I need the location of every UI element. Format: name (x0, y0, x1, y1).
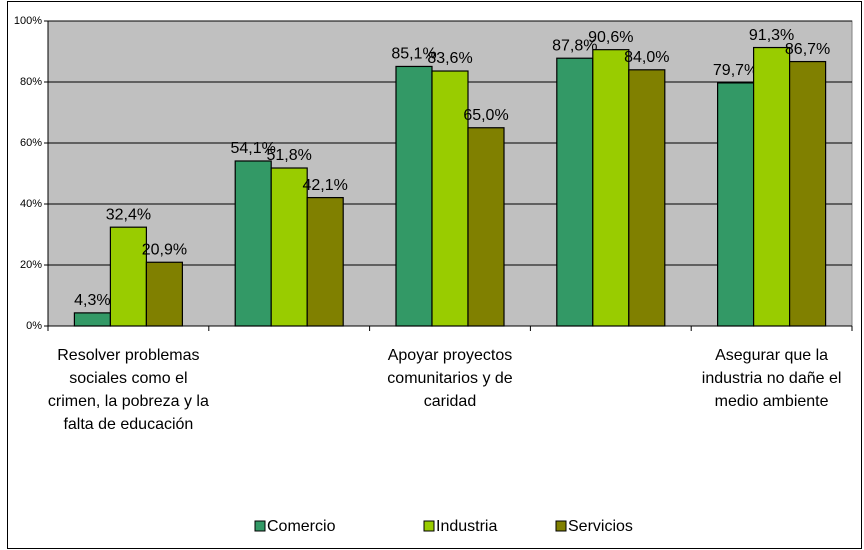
data-label: 54,1% (231, 140, 276, 157)
data-label: 85,1% (391, 46, 436, 63)
legend-label: Servicios (568, 518, 633, 535)
data-label: 83,6% (427, 50, 472, 67)
legend-label: Industria (436, 518, 497, 535)
data-label: 4,3% (74, 292, 110, 309)
y-tick-label: 60% (20, 137, 42, 149)
data-label: 42,1% (303, 177, 348, 194)
bar (109, 226, 148, 327)
bar (467, 127, 505, 327)
data-label: 32,4% (106, 206, 151, 223)
data-label: 84,0% (624, 49, 669, 66)
bar (234, 160, 272, 327)
bar (395, 65, 433, 327)
legend-swatch (423, 520, 435, 532)
legend-swatch (254, 520, 266, 532)
bar (556, 57, 594, 327)
data-label: 51,8% (267, 147, 312, 164)
data-label: 79,7% (713, 62, 758, 79)
data-label: 87,8% (552, 37, 597, 54)
bar (788, 60, 827, 327)
y-tick-label: 100% (14, 15, 42, 27)
bar (716, 82, 755, 327)
data-label: 90,6% (588, 29, 633, 46)
y-tick-label: 20% (20, 259, 42, 271)
bar (628, 69, 666, 327)
data-label: 91,3% (749, 27, 794, 44)
data-label: 65,0% (463, 107, 508, 124)
x-tick-label: Resolver problemas sociales como el crim… (47, 347, 209, 433)
y-tick-label: 0% (26, 320, 42, 332)
bar (145, 261, 183, 327)
y-tick-label: 80% (20, 76, 42, 88)
legend-label: Comercio (267, 518, 336, 535)
x-tick-label: Asegurar que la industria no dañe el med… (701, 347, 842, 410)
bar (592, 49, 630, 327)
bar (752, 46, 791, 327)
bar (431, 70, 469, 327)
bar (73, 312, 112, 327)
legend-swatch (555, 520, 567, 532)
bar (306, 196, 344, 327)
x-tick-label: Apoyar proyectos comunitarios y de carid… (387, 347, 513, 410)
y-tick-label: 40% (20, 198, 42, 210)
data-label: 20,9% (142, 241, 187, 258)
data-label: 86,7% (785, 41, 830, 58)
